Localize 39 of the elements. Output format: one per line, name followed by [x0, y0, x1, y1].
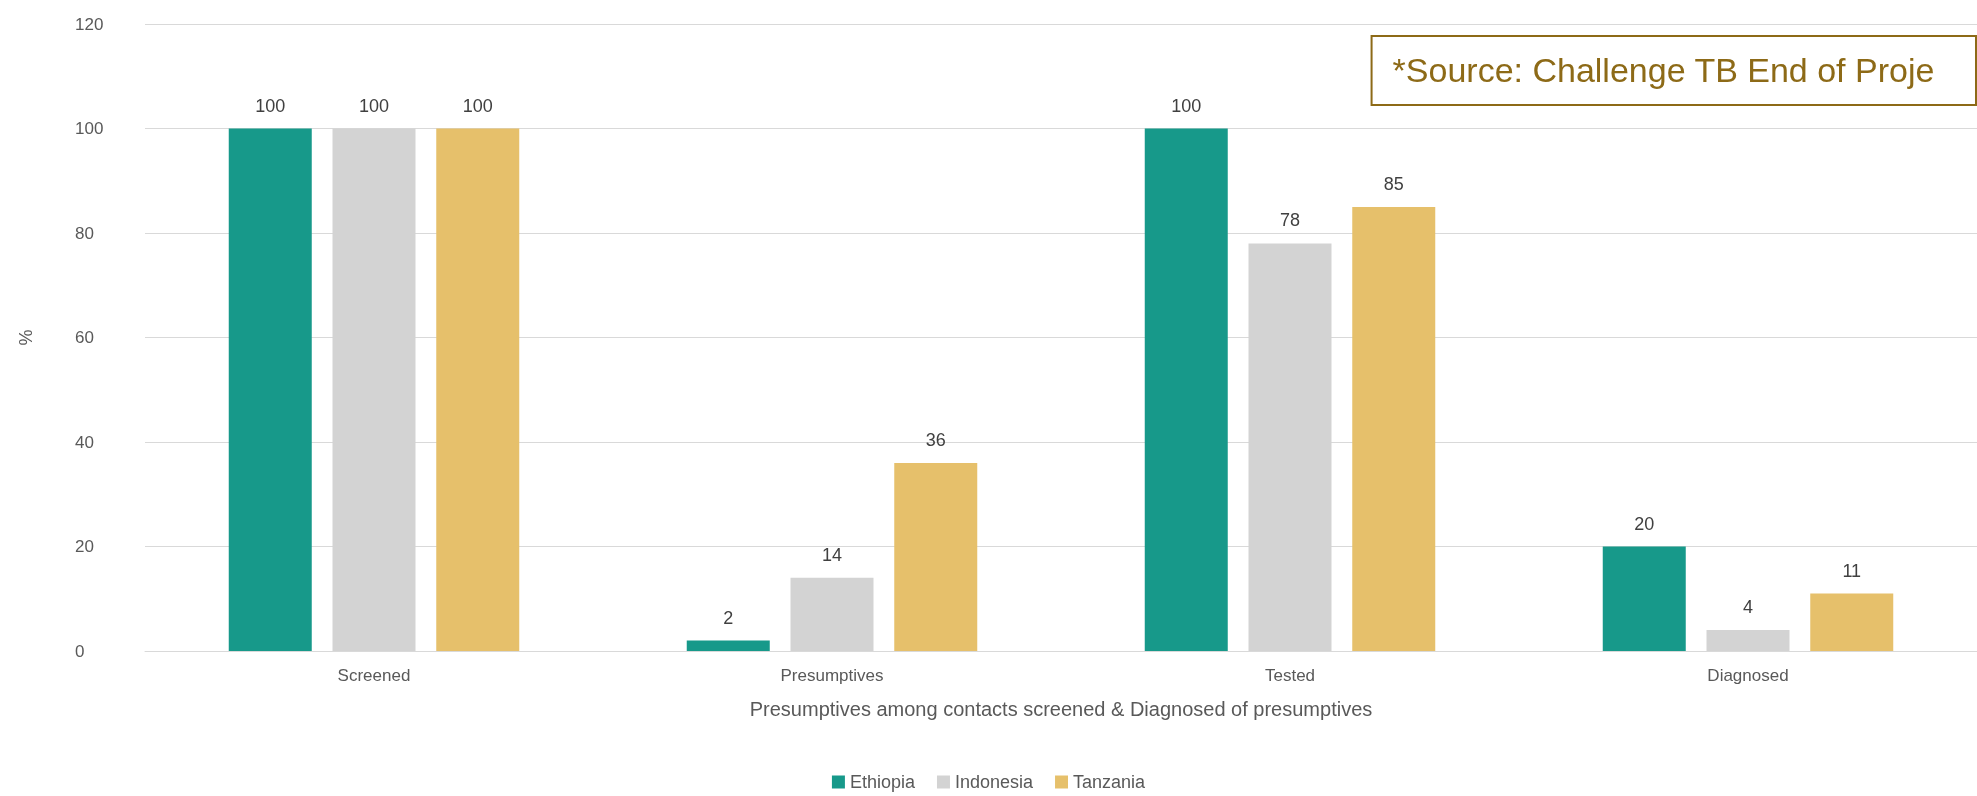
bar	[1352, 206, 1436, 651]
bar	[894, 462, 978, 651]
data-label: 11	[1842, 560, 1862, 581]
y-axis-title: %	[16, 329, 36, 346]
x-tick-label: Screened	[337, 666, 411, 685]
x-tick-label: Presumptives	[780, 666, 884, 685]
legend-label: Indonesia	[954, 772, 1035, 792]
bar	[1602, 546, 1686, 651]
data-label: 2	[723, 607, 734, 628]
data-label: 85	[1383, 173, 1404, 194]
data-label: 20	[1634, 513, 1655, 534]
legend-label: Tanzania	[1073, 772, 1147, 792]
x-tick-label: Diagnosed	[1707, 666, 1789, 685]
data-label: 100	[255, 95, 286, 116]
x-axis-title: Presumptives among contacts screened & Diagnosed of presumptives	[749, 698, 1373, 720]
y-tick-label: 20	[75, 537, 94, 556]
data-label: 36	[925, 429, 946, 450]
y-tick-label: 100	[75, 119, 104, 138]
y-tick-label: 80	[75, 223, 94, 243]
bar	[686, 640, 770, 651]
bar	[228, 128, 312, 651]
y-tick-label: 120	[75, 14, 104, 34]
data-label: 100	[1171, 95, 1202, 116]
annotation: *Source: Challenge TB End of Proje	[1392, 51, 1935, 89]
bar	[1810, 593, 1894, 651]
data-label: 78	[1279, 210, 1301, 231]
x-tick-label: Tested	[1264, 666, 1316, 685]
bar	[790, 577, 874, 651]
bar	[436, 128, 520, 651]
y-tick-label: 40	[75, 432, 94, 452]
y-tick-label: 60	[75, 328, 94, 347]
data-label: 100	[358, 95, 390, 116]
bar	[1706, 630, 1790, 651]
data-label: 4	[1742, 597, 1754, 618]
bar	[1144, 128, 1228, 651]
y-tick-label: 0	[75, 641, 85, 661]
data-label: 14	[821, 544, 843, 565]
data-label: 100	[462, 95, 493, 116]
legend-label: Ethiopia	[849, 772, 916, 792]
